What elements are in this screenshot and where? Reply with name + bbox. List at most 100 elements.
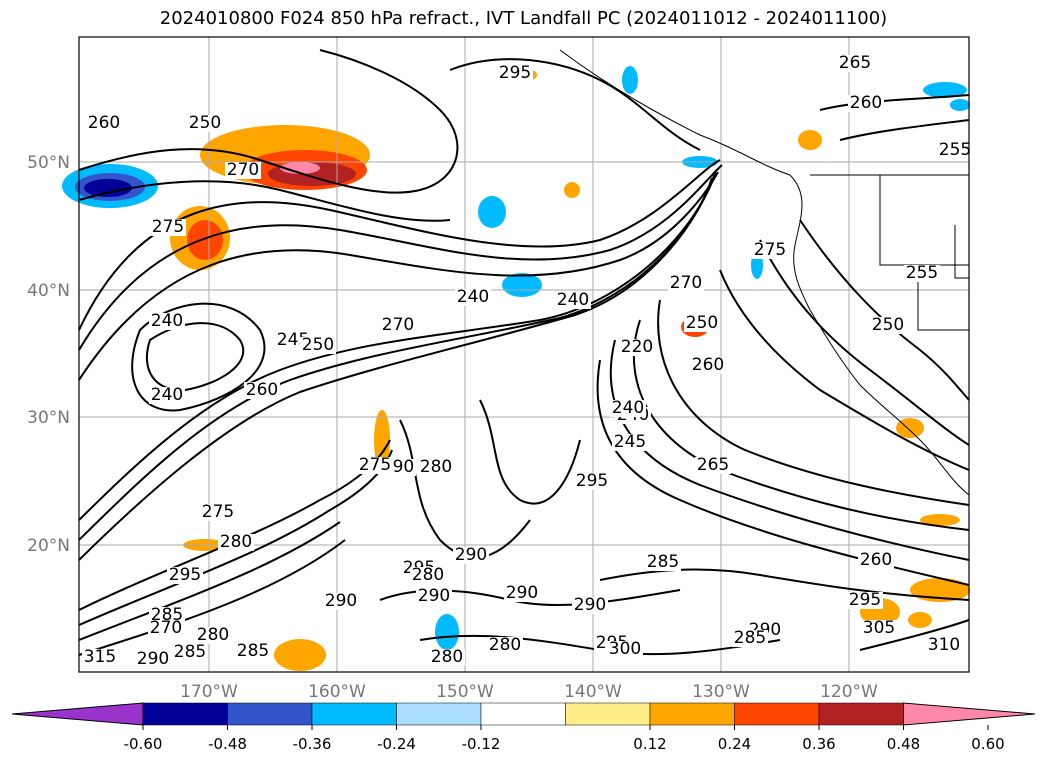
contour-label-bg (380, 317, 416, 334)
contour-label: 290 (455, 545, 487, 565)
lat-tick-label: 30°N (27, 408, 70, 428)
contour-label: 240 (151, 385, 183, 405)
contour-label: 280 (412, 565, 444, 585)
contour-label: 275 (754, 240, 786, 260)
contour-label: 260 (88, 113, 120, 133)
shade-blob (798, 130, 822, 150)
colorbar-tick-label: 0.24 (718, 735, 751, 753)
shade-blob (187, 220, 223, 260)
contour-label: 240 (151, 311, 183, 331)
contour-label-bg (684, 315, 720, 332)
shade-blob (478, 196, 506, 228)
lon-tick-label: 120°W (820, 682, 878, 702)
contour-label: 300 (609, 639, 641, 659)
contour-line (145, 322, 245, 392)
contour-label: 275 (152, 217, 184, 237)
contour-label-bg (619, 339, 655, 356)
lon-tick-label: 130°W (692, 682, 750, 702)
colorbar-tick-label: -0.36 (293, 735, 332, 753)
shade-blob (280, 162, 320, 174)
contour-line (78, 169, 717, 561)
shade-blob (502, 273, 542, 297)
contour-label: 290 (574, 595, 606, 615)
contour-label-bg (150, 219, 186, 236)
contour-label: 275 (359, 455, 391, 475)
contour-line (759, 239, 970, 446)
contour-label: 295 (499, 63, 531, 83)
contour-label: 280 (197, 625, 229, 645)
colorbar-tick-label: -0.48 (208, 735, 247, 753)
colorbar-segment (311, 702, 397, 726)
contour-label: 305 (863, 618, 895, 638)
contour-line (78, 164, 723, 351)
contour-label: 280 (220, 532, 252, 552)
contour-label: 260 (246, 380, 278, 400)
contour-label-bg (837, 55, 873, 72)
colorbar-tick-label: 0.60 (971, 735, 1004, 753)
contour-line (819, 94, 970, 111)
colorbar-segment (818, 702, 904, 726)
contour-label-bg (848, 95, 884, 112)
contour-label-bg (418, 459, 454, 476)
contour-label: 240 (612, 398, 644, 418)
contour-label-bg (668, 275, 704, 292)
contour-line (78, 177, 713, 541)
contour-label: 310 (928, 635, 960, 655)
colorbar-extend-high (903, 702, 1036, 726)
coastline (559, 49, 970, 496)
contour-label: 260 (850, 93, 882, 113)
shade-blob (622, 66, 638, 94)
contour-line (78, 49, 459, 194)
contour-line (449, 58, 701, 151)
contour-label-bg (497, 65, 533, 82)
contour-label: 260 (860, 550, 892, 570)
contour-label: 220 (621, 337, 653, 357)
contour-label: 260 (692, 355, 724, 375)
contour-label: 250 (872, 315, 904, 335)
contour-label-bg (455, 289, 491, 306)
contour-line (78, 174, 716, 521)
contour-label-bg (149, 313, 185, 330)
contour-label-bg (416, 588, 452, 605)
contour-label: 295 (576, 471, 608, 491)
contour-label-bg (429, 649, 465, 666)
contour-label-bg (149, 607, 185, 624)
contour-label: 245 (614, 432, 646, 452)
contour-label-bg (453, 547, 489, 564)
contour-label: 290 (506, 583, 538, 603)
map-title: 2024010800 F024 850 hPa refract., IVT La… (159, 8, 888, 29)
contour-label-bg (218, 534, 254, 551)
colorbar-tick-label: 0.48 (887, 735, 920, 753)
colorbar-segment (142, 702, 228, 726)
contour-label-bg (610, 400, 646, 417)
lat-tick-label: 50°N (27, 153, 70, 173)
contour-label-bg (690, 357, 726, 374)
shade-blob (920, 514, 960, 526)
contour-label-bg (937, 142, 973, 159)
contour-label: 285 (734, 628, 766, 648)
contour-label-bg (172, 644, 208, 661)
colorbar-segment (480, 702, 566, 726)
contour-label-bg (607, 641, 643, 658)
contour-label: 315 (84, 647, 116, 667)
colorbar-segment (565, 702, 651, 726)
contour-label-bg (574, 473, 610, 490)
colorbar-tick-label: 0.36 (802, 735, 835, 753)
contour-label: 240 (457, 287, 489, 307)
contour-line (719, 269, 970, 471)
colorbar-tick-label: -0.24 (377, 735, 416, 753)
plot-area (62, 37, 970, 672)
shade-blob (923, 82, 967, 98)
lon-tick-label: 140°W (564, 682, 622, 702)
contour-label-bg (504, 585, 540, 602)
contour-label-bg (410, 567, 446, 584)
contour-label-bg (195, 627, 231, 644)
contour-label-bg (904, 265, 940, 282)
contour-label: 250 (686, 313, 718, 333)
contour-label: 285 (237, 641, 269, 661)
contour-line (78, 449, 393, 626)
lat-tick-label: 20°N (27, 536, 70, 556)
contour-label-bg (572, 597, 608, 614)
lon-tick-label: 170°W (180, 682, 238, 702)
